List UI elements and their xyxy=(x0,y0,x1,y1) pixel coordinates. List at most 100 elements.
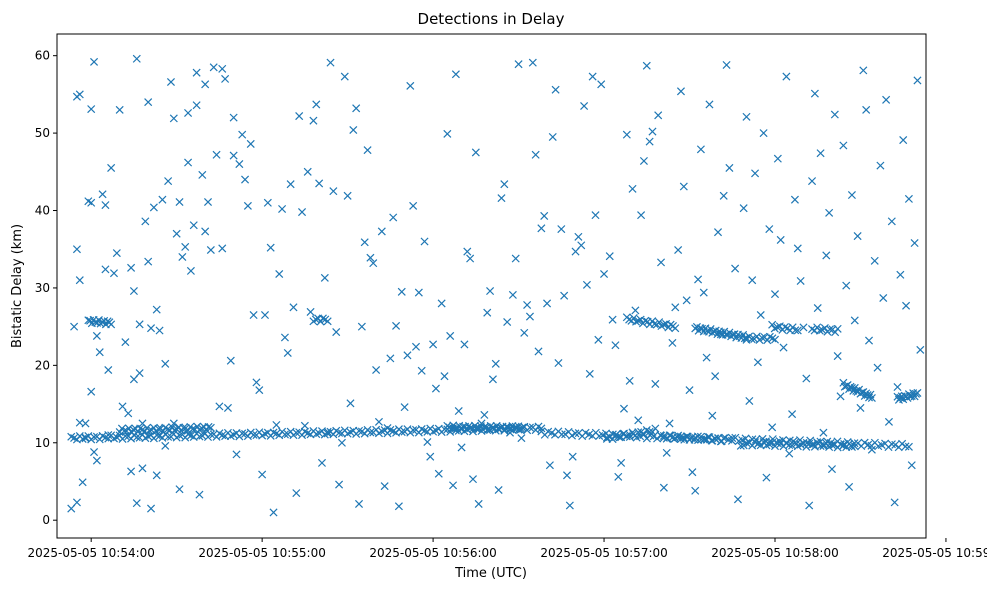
data-point-marker xyxy=(178,252,187,261)
data-point-marker xyxy=(655,318,664,327)
data-point-marker xyxy=(488,375,497,384)
data-point-marker xyxy=(206,245,215,255)
data-point-marker xyxy=(335,480,344,489)
data-point-marker xyxy=(75,276,84,285)
data-point-marker xyxy=(132,499,141,508)
data-point-marker xyxy=(87,105,96,114)
data-point-marker xyxy=(742,112,751,121)
data-point-marker xyxy=(639,430,648,439)
data-point-marker xyxy=(457,443,466,452)
data-point-marker xyxy=(360,238,369,247)
data-point-marker xyxy=(867,393,876,403)
x-tick-label: 2025-05-05 10:56:00 xyxy=(369,546,496,560)
data-point-marker xyxy=(842,281,851,290)
data-point-marker xyxy=(203,197,213,207)
data-point-marker xyxy=(101,201,110,210)
data-point-marker xyxy=(699,288,708,297)
data-point-marker xyxy=(486,287,495,296)
data-point-marker xyxy=(280,430,289,439)
data-point-marker xyxy=(446,331,455,340)
data-point-marker xyxy=(354,499,364,508)
data-point-marker xyxy=(494,485,503,495)
data-point-marker xyxy=(825,325,835,334)
data-point-marker xyxy=(665,419,674,428)
x-axis: 2025-05-05 10:54:00 2025-05-05 10:55:00 20… xyxy=(27,538,987,560)
data-point-marker xyxy=(138,419,147,428)
data-point-marker xyxy=(765,225,774,234)
x-tick-label: 2025-05-05 10:55:00 xyxy=(198,546,325,560)
data-point-marker xyxy=(249,430,258,439)
y-tick-label: 30 xyxy=(35,281,50,295)
data-point-marker xyxy=(109,269,119,278)
data-point-marker xyxy=(306,307,315,316)
data-point-marker xyxy=(352,104,361,113)
data-point-marker xyxy=(206,423,215,432)
data-point-marker xyxy=(543,299,552,308)
data-point-marker xyxy=(363,146,372,155)
data-point-marker xyxy=(221,74,230,83)
data-point-marker xyxy=(773,154,782,163)
data-point-marker xyxy=(605,252,614,261)
data-point-marker xyxy=(597,80,606,89)
data-point-marker xyxy=(184,108,193,117)
y-tick-label: 60 xyxy=(35,49,50,63)
data-point-marker xyxy=(657,431,666,440)
data-point-marker xyxy=(887,217,896,226)
data-point-marker xyxy=(92,456,101,465)
data-point-marker xyxy=(671,303,680,312)
data-point-marker xyxy=(172,229,181,238)
data-point-marker xyxy=(825,208,834,217)
data-point-marker xyxy=(87,387,96,396)
data-point-marker xyxy=(752,332,761,341)
data-point-marker xyxy=(659,320,668,329)
data-point-marker xyxy=(158,195,167,204)
data-point-marker xyxy=(642,61,651,70)
data-point-marker xyxy=(545,461,554,470)
data-point-marker xyxy=(135,369,144,378)
data-point-marker xyxy=(337,438,346,447)
data-point-marker xyxy=(201,227,210,236)
data-point-marker xyxy=(890,498,899,507)
data-point-marker xyxy=(839,141,848,150)
data-point-marker xyxy=(145,426,154,435)
data-point-marker xyxy=(728,434,737,443)
data-point-marker xyxy=(537,424,546,433)
data-point-marker xyxy=(340,72,349,81)
data-point-marker xyxy=(702,353,711,362)
data-point-marker xyxy=(121,338,130,347)
data-point-marker xyxy=(799,323,808,332)
markers-layer xyxy=(67,54,925,517)
data-point-marker xyxy=(770,324,779,333)
data-point-marker xyxy=(785,440,794,450)
data-point-marker xyxy=(822,251,831,260)
data-point-marker xyxy=(853,232,862,241)
data-point-marker xyxy=(272,420,281,429)
data-point-marker xyxy=(571,429,580,438)
data-point-marker xyxy=(169,419,178,428)
x-tick-label: 2025-05-05 10:54:00 xyxy=(27,546,154,560)
data-point-marker xyxy=(751,169,760,178)
data-point-marker xyxy=(218,64,227,73)
data-point-marker xyxy=(562,471,572,480)
data-point-marker xyxy=(107,320,116,329)
data-point-marker xyxy=(497,194,506,203)
data-point-marker xyxy=(708,411,717,420)
data-point-marker xyxy=(226,356,235,365)
data-point-marker xyxy=(184,158,193,167)
data-point-marker xyxy=(366,253,375,262)
data-point-marker xyxy=(269,508,278,517)
data-point-marker xyxy=(739,204,748,213)
data-point-marker xyxy=(292,428,301,437)
data-point-marker xyxy=(98,190,107,199)
data-point-marker xyxy=(773,439,782,448)
data-point-marker xyxy=(805,501,814,510)
data-point-marker xyxy=(691,486,700,495)
data-point-marker xyxy=(209,63,218,72)
data-point-marker xyxy=(260,311,270,320)
data-point-marker xyxy=(676,87,685,96)
data-point-marker xyxy=(830,110,839,119)
data-point-marker xyxy=(241,175,250,184)
data-point-marker xyxy=(329,187,338,196)
data-point-marker xyxy=(286,180,295,189)
